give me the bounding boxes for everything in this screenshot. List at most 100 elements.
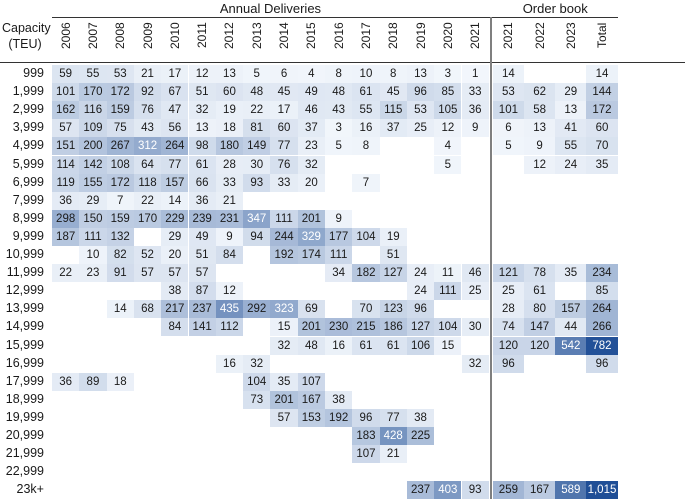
column-header-2023-order: 2023 <box>563 21 578 49</box>
heatmap-cell: 230 <box>325 318 353 337</box>
heatmap-cell: 96 <box>352 408 380 427</box>
column-header-2022-order: 2022 <box>532 21 547 49</box>
heatmap-cell: 82 <box>106 246 134 265</box>
row-label: 21,999 <box>5 446 44 461</box>
heatmap-cell: 237 <box>188 300 216 319</box>
heatmap-cell: 153 <box>297 408 325 427</box>
heatmap-cell: 234 <box>586 264 618 283</box>
heatmap-cell: 5 <box>325 137 353 156</box>
row-label: 7,999 <box>12 192 44 207</box>
heatmap-cell: 186 <box>379 318 407 337</box>
heatmap-cell: 8 <box>352 137 380 156</box>
heatmap-cell: 32 <box>188 101 216 120</box>
heatmap-cell: 32 <box>243 354 271 373</box>
row-label: 17,999 <box>5 373 44 388</box>
heatmap-cell: 121 <box>492 264 524 283</box>
heatmap-cell: 80 <box>524 300 556 319</box>
heatmap-cell: 329 <box>297 227 325 246</box>
heatmap-cell: 78 <box>524 264 556 283</box>
heatmap-cell: 259 <box>492 481 524 499</box>
heatmap-cell: 58 <box>524 101 556 120</box>
heatmap-cell: 23 <box>297 137 325 156</box>
column-header-2021-order: 2021 <box>501 21 516 49</box>
heatmap-cell: 84 <box>161 318 189 337</box>
heatmap-cell: 123 <box>379 300 407 319</box>
heatmap-cell: 200 <box>79 137 107 156</box>
row-label: 23k+ <box>16 482 44 497</box>
heatmap-cell: 17 <box>161 65 189 84</box>
heatmap-cell: 14 <box>492 65 524 84</box>
heatmap-cell: 73 <box>243 390 271 409</box>
header-top-rule <box>52 17 618 18</box>
heatmap-cell: 16 <box>352 119 380 138</box>
heatmap-cell: 264 <box>586 300 618 319</box>
heatmap-cell: 68 <box>133 300 162 319</box>
heatmap-cell: 8 <box>379 65 407 84</box>
heatmap-cell: 25 <box>406 119 435 138</box>
row-label: 5,999 <box>12 156 44 171</box>
heatmap-cell: 111 <box>79 227 107 246</box>
heatmap-cell: 237 <box>406 481 435 499</box>
heatmap-cell: 48 <box>297 336 325 355</box>
group-title-order-book: Order book <box>522 1 588 16</box>
heatmap-cell: 264 <box>161 137 189 156</box>
column-header-2009: 2009 <box>140 21 155 49</box>
heatmap-cell: 147 <box>524 318 556 337</box>
row-label: 14,999 <box>5 319 44 334</box>
heatmap-cell: 24 <box>555 155 587 174</box>
heatmap-cell: 87 <box>188 282 216 301</box>
heatmap-cell: 116 <box>79 101 107 120</box>
heatmap-cell: 60 <box>270 119 298 138</box>
heatmap-cell: 7 <box>106 191 134 210</box>
column-header-2020: 2020 <box>440 21 455 49</box>
heatmap-cell: 187 <box>52 227 80 246</box>
row-label: 4,999 <box>12 138 44 153</box>
heatmap-cell: 61 <box>352 83 380 102</box>
heatmap-cell: 38 <box>325 390 353 409</box>
heatmap-cell: 107 <box>352 445 380 464</box>
heatmap-cell: 14 <box>106 300 134 319</box>
heatmap-cell: 84 <box>215 246 244 265</box>
heatmap-cell: 6 <box>492 119 524 138</box>
heatmap-cell: 94 <box>243 227 271 246</box>
heatmap-cell: 76 <box>133 101 162 120</box>
heatmap-cell: 21 <box>215 191 244 210</box>
heatmap-cell: 12 <box>524 155 556 174</box>
heatmap-cell: 36 <box>188 191 216 210</box>
column-header-2011: 2011 <box>195 22 210 48</box>
heatmap-cell: 12 <box>434 119 462 138</box>
heatmap-cell: 231 <box>215 209 244 228</box>
heatmap-cell: 96 <box>406 83 435 102</box>
heatmap-cell: 157 <box>555 300 587 319</box>
column-header-2013: 2013 <box>249 21 264 49</box>
heatmap-cell: 542 <box>555 336 587 355</box>
heatmap-cell: 118 <box>133 173 162 192</box>
heatmap-cell: 101 <box>492 101 524 120</box>
heatmap-cell: 170 <box>133 209 162 228</box>
heatmap-cell: 60 <box>215 83 244 102</box>
heatmap-cell: 37 <box>297 119 325 138</box>
heatmap-cell: 59 <box>52 65 80 84</box>
heatmap-cell: 35 <box>555 264 587 283</box>
row-label: 18,999 <box>5 391 44 406</box>
heatmap-cell: 150 <box>79 209 107 228</box>
heatmap-cell: 36 <box>52 372 80 391</box>
heatmap-cell: 77 <box>379 408 407 427</box>
heatmap-cell: 67 <box>161 83 189 102</box>
heatmap-cell: 51 <box>188 246 216 265</box>
heatmap-cell: 21 <box>379 445 407 464</box>
heatmap-cell: 244 <box>270 227 298 246</box>
heatmap-cell: 4 <box>434 137 462 156</box>
heatmap-cell: 21 <box>133 65 162 84</box>
heatmap-cell: 29 <box>161 227 189 246</box>
heatmap-cell: 101 <box>52 83 80 102</box>
heatmap-cell: 53 <box>406 101 435 120</box>
heatmap-cell: 14 <box>161 191 189 210</box>
heatmap-cell: 104 <box>434 318 462 337</box>
heatmap-cell: 43 <box>325 101 353 120</box>
heatmap-cell: 589 <box>555 481 587 499</box>
heatmap-cell: 5 <box>492 137 524 156</box>
heatmap-cell: 111 <box>270 209 298 228</box>
heatmap-cell: 9 <box>215 227 244 246</box>
heatmap-cell: 3 <box>325 119 353 138</box>
